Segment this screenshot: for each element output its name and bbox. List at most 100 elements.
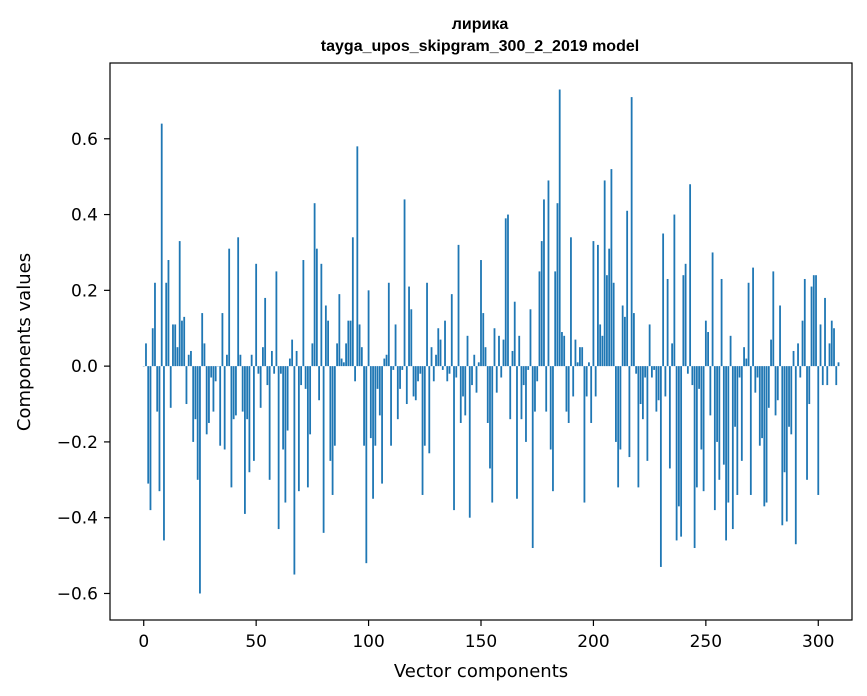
bar-177 xyxy=(540,241,543,367)
bar-229 xyxy=(657,366,660,401)
bar-90 xyxy=(345,343,347,367)
bar-76 xyxy=(313,203,316,367)
bar-139 xyxy=(455,366,458,378)
y-axis-ticks: −0.6 −0.4 −0.2 0.0 0.2 0.4 0.6 xyxy=(57,130,110,604)
bar-240 xyxy=(682,275,685,367)
bar-257 xyxy=(720,278,723,367)
bar-1 xyxy=(145,343,147,367)
bar-306 xyxy=(830,320,833,367)
bar-105 xyxy=(378,366,381,416)
bar-104 xyxy=(376,366,379,389)
bar-289 xyxy=(792,350,795,367)
bar-250 xyxy=(704,320,707,367)
bar-222 xyxy=(641,366,644,420)
bar-247 xyxy=(698,366,700,389)
bar-199 xyxy=(590,366,593,423)
x-tick-label: 200 xyxy=(577,632,609,652)
bar-238 xyxy=(677,366,680,507)
bar-39 xyxy=(230,366,233,488)
x-tick-label: 0 xyxy=(138,632,149,652)
bar-169 xyxy=(522,366,525,386)
bar-200 xyxy=(592,241,595,367)
bar-85 xyxy=(333,366,336,446)
bar-70 xyxy=(300,366,303,386)
bar-138 xyxy=(453,366,455,511)
bar-137 xyxy=(450,294,453,367)
bar-31 xyxy=(212,366,215,412)
bar-14 xyxy=(174,324,177,367)
bar-299 xyxy=(815,275,817,367)
bar-273 xyxy=(756,366,759,378)
bar-2 xyxy=(147,366,150,484)
bar-42 xyxy=(237,237,240,367)
bar-82 xyxy=(327,320,329,367)
bar-106 xyxy=(381,366,383,484)
bar-89 xyxy=(342,362,345,367)
bar-30 xyxy=(210,366,213,378)
bar-170 xyxy=(525,366,527,442)
bar-291 xyxy=(797,343,799,367)
bar-109 xyxy=(387,282,390,367)
bar-225 xyxy=(648,324,651,367)
bar-164 xyxy=(511,350,514,367)
bar-167 xyxy=(518,335,521,367)
bar-27 xyxy=(203,343,206,367)
bar-211 xyxy=(617,366,620,488)
bar-239 xyxy=(680,366,683,537)
bar-234 xyxy=(668,366,671,469)
bar-208 xyxy=(610,169,613,367)
bar-121 xyxy=(414,366,417,401)
bar-45 xyxy=(244,366,246,514)
x-axis-label: Vector components xyxy=(394,661,568,682)
bar-98 xyxy=(363,366,365,446)
chart-title-line-2: tayga_upos_skipgram_300_2_2019 model xyxy=(321,38,639,55)
chart-title-line-1: лирика xyxy=(452,16,509,33)
bar-26 xyxy=(201,313,204,367)
bar-301 xyxy=(819,324,822,367)
bar-84 xyxy=(331,366,334,495)
bar-245 xyxy=(693,366,696,549)
bar-146 xyxy=(471,366,473,386)
bar-261 xyxy=(729,335,732,367)
bar-181 xyxy=(549,366,552,450)
bar-220 xyxy=(637,366,640,488)
bar-132 xyxy=(439,339,442,367)
bar-16 xyxy=(178,241,181,367)
bar-303 xyxy=(824,297,826,367)
bar-230 xyxy=(659,366,662,567)
bar-24 xyxy=(196,366,199,480)
bar-304 xyxy=(826,366,829,386)
bar-228 xyxy=(655,366,658,412)
bar-161 xyxy=(504,218,507,367)
bar-293 xyxy=(801,320,804,367)
bar-152 xyxy=(484,347,487,367)
bar-17 xyxy=(181,320,183,367)
bar-263 xyxy=(734,366,736,427)
bar-276 xyxy=(763,366,766,507)
bar-110 xyxy=(390,366,392,446)
bar-118 xyxy=(408,286,410,367)
bar-18 xyxy=(183,316,186,367)
bar-258 xyxy=(722,366,725,465)
bar-131 xyxy=(437,328,440,367)
x-axis-ticks: 0 50 100 150 200 250 300 xyxy=(138,620,834,652)
bar-22 xyxy=(192,366,195,442)
bar-135 xyxy=(446,366,449,382)
bar-264 xyxy=(736,366,739,495)
bar-294 xyxy=(803,278,806,367)
bar-114 xyxy=(399,366,401,389)
bar-93 xyxy=(351,237,354,367)
bar-151 xyxy=(482,313,485,367)
bar-155 xyxy=(491,366,494,503)
bar-241 xyxy=(684,263,687,367)
bar-308 xyxy=(835,366,838,386)
bar-19 xyxy=(185,366,188,405)
bar-59 xyxy=(275,271,278,367)
bar-37 xyxy=(226,354,228,367)
bar-231 xyxy=(662,233,665,367)
bar-292 xyxy=(799,366,802,378)
bar-113 xyxy=(396,366,399,420)
bar-149 xyxy=(477,362,480,367)
bar-178 xyxy=(543,199,545,367)
bar-130 xyxy=(435,354,437,367)
